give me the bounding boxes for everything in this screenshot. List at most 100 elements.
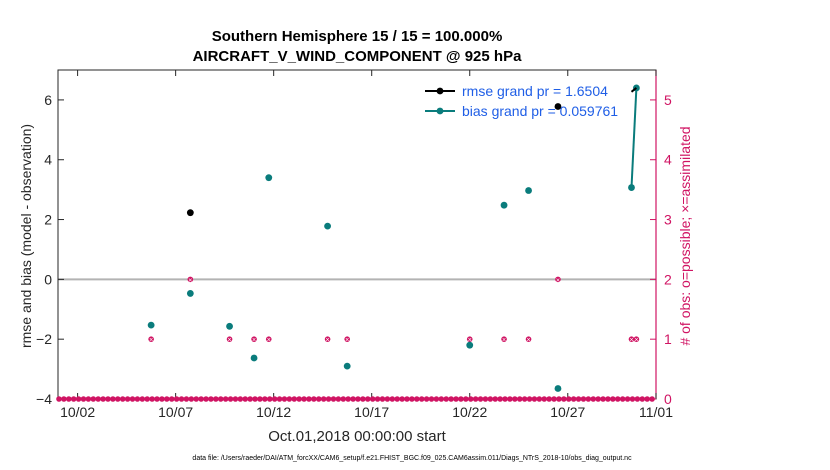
bias-point xyxy=(343,362,351,370)
obs-count-zero-marker xyxy=(276,396,283,402)
obs-count-zero-marker xyxy=(139,396,146,402)
obs-assimilated-cross: × xyxy=(228,337,232,344)
obs-assimilated-cross: × xyxy=(527,337,531,344)
obs-count-zero-marker xyxy=(516,396,523,402)
y-right-tick-label: 4 xyxy=(664,152,672,168)
obs-count-zero-marker xyxy=(487,396,494,402)
obs-count-zero-marker xyxy=(369,396,376,402)
obs-count-zero-marker xyxy=(70,396,77,402)
obs-count-zero-marker xyxy=(315,396,322,402)
obs-count-marker xyxy=(187,276,194,283)
obs-count-zero-marker xyxy=(565,396,572,402)
obs-count-zero-marker xyxy=(320,396,327,402)
rmse-line-segment xyxy=(630,87,638,93)
obs-count-zero-marker xyxy=(65,396,72,402)
x-tick-label: 10/12 xyxy=(256,404,291,420)
obs-count-zero-marker xyxy=(546,396,552,402)
obs-assimilated-cross: × xyxy=(267,337,271,344)
obs-count-marker xyxy=(344,336,350,342)
obs-count-zero-marker xyxy=(110,396,116,402)
obs-count-marker xyxy=(628,336,635,342)
obs-count-zero-marker xyxy=(159,396,165,402)
obs-count-zero-marker xyxy=(242,396,249,402)
obs-assimilated-cross: × xyxy=(149,337,153,344)
obs-count-zero-marker xyxy=(600,396,606,402)
bias-point xyxy=(186,290,194,297)
obs-count-marker xyxy=(525,336,532,342)
obs-count-zero-marker xyxy=(580,396,587,402)
obs-count-zero-marker xyxy=(438,396,445,402)
obs-count-zero-marker xyxy=(115,396,121,402)
y-right-tick-label: 3 xyxy=(664,212,672,228)
x-tick-label: 10/17 xyxy=(354,404,389,420)
footnote: data file: /Users/raeder/DAI/ATM_forcXX/… xyxy=(192,455,632,462)
bias-point xyxy=(466,341,474,349)
obs-count-zero-marker xyxy=(95,396,101,402)
rmse-point xyxy=(186,209,194,217)
obs-count-marker xyxy=(324,336,331,342)
obs-count-zero-marker xyxy=(183,396,190,402)
obs-count-marker xyxy=(633,336,640,342)
obs-count-zero-marker xyxy=(85,396,92,402)
y-axis-right-label: # of obs: o=possible; ×=assimilated xyxy=(677,126,693,345)
obs-count-zero-marker xyxy=(237,396,244,402)
obs-count-zero-marker xyxy=(389,396,396,402)
obs-count-zero-marker xyxy=(325,396,332,402)
y-tick-label: 4 xyxy=(44,152,52,168)
obs-count-zero-marker xyxy=(134,396,141,402)
obs-count-zero-marker xyxy=(374,396,381,402)
bias-point xyxy=(324,222,331,230)
obs-count-zero-marker xyxy=(203,396,209,402)
obs-count-zero-marker xyxy=(119,396,126,402)
obs-count-zero-marker xyxy=(394,396,400,402)
obs-count-zero-marker xyxy=(634,396,641,402)
obs-count-zero-marker xyxy=(556,396,562,402)
obs-assimilated-cross: × xyxy=(252,337,256,344)
y-tick-label: 2 xyxy=(44,212,52,228)
obs-count-zero-marker xyxy=(286,396,293,402)
obs-count-zero-marker xyxy=(536,396,543,402)
chart-title-line2: AIRCRAFT_V_WIND_COMPONENT @ 925 hPa xyxy=(193,48,523,65)
y-axis-label: rmse and bias (model - observation) xyxy=(18,124,34,348)
bias-point xyxy=(554,385,562,392)
legend-rmse-marker xyxy=(436,87,444,95)
obs-count-zero-marker xyxy=(350,396,356,402)
obs-count-zero-marker xyxy=(458,396,464,402)
obs-count-zero-marker xyxy=(453,396,459,402)
y-tick-label: 6 xyxy=(44,92,52,108)
bias-point xyxy=(265,174,273,182)
obs-count-zero-marker xyxy=(551,396,557,402)
ticks-layer: 10/02 10/07 10/12 10/17 10/22 10/27 11/01 −4 −2 0… xyxy=(36,70,673,420)
obs-count-zero-marker xyxy=(311,396,317,402)
obs-count-zero-marker xyxy=(610,396,616,402)
obs-count-zero-marker xyxy=(575,396,582,402)
obs-count-zero-marker xyxy=(188,396,195,402)
obs-count-marker xyxy=(501,336,507,342)
obs-count-zero-marker xyxy=(154,396,160,402)
obs-count-zero-marker xyxy=(570,396,577,402)
x-tick-label: 10/07 xyxy=(158,404,193,420)
obs-assimilated-cross: × xyxy=(502,337,506,344)
x-tick-label: 10/27 xyxy=(550,404,585,420)
bias-point xyxy=(147,321,155,329)
obs-count-zero-marker xyxy=(463,396,469,402)
obs-count-zero-marker xyxy=(482,396,489,402)
obs-count-zero-marker xyxy=(90,396,97,402)
axes-layer xyxy=(57,69,657,400)
obs-count-zero-marker xyxy=(213,396,219,402)
obs-count-zero-marker xyxy=(271,396,278,402)
obs-count-zero-marker xyxy=(124,396,131,402)
bias-point xyxy=(250,354,258,362)
plot-area-frame xyxy=(57,69,657,400)
obs-count-zero-marker xyxy=(605,396,611,402)
obs-count-zero-marker xyxy=(644,396,650,402)
obs-count-zero-marker xyxy=(222,396,229,402)
obs-count-zero-marker xyxy=(149,396,155,402)
obs-assimilated-cross: × xyxy=(634,337,638,344)
obs-count-zero-marker xyxy=(521,396,528,402)
obs-count-zero-marker xyxy=(384,396,391,402)
obs-count-zero-marker xyxy=(649,396,655,402)
obs-count-zero-marker xyxy=(428,396,435,402)
obs-count-zero-marker xyxy=(306,396,312,402)
